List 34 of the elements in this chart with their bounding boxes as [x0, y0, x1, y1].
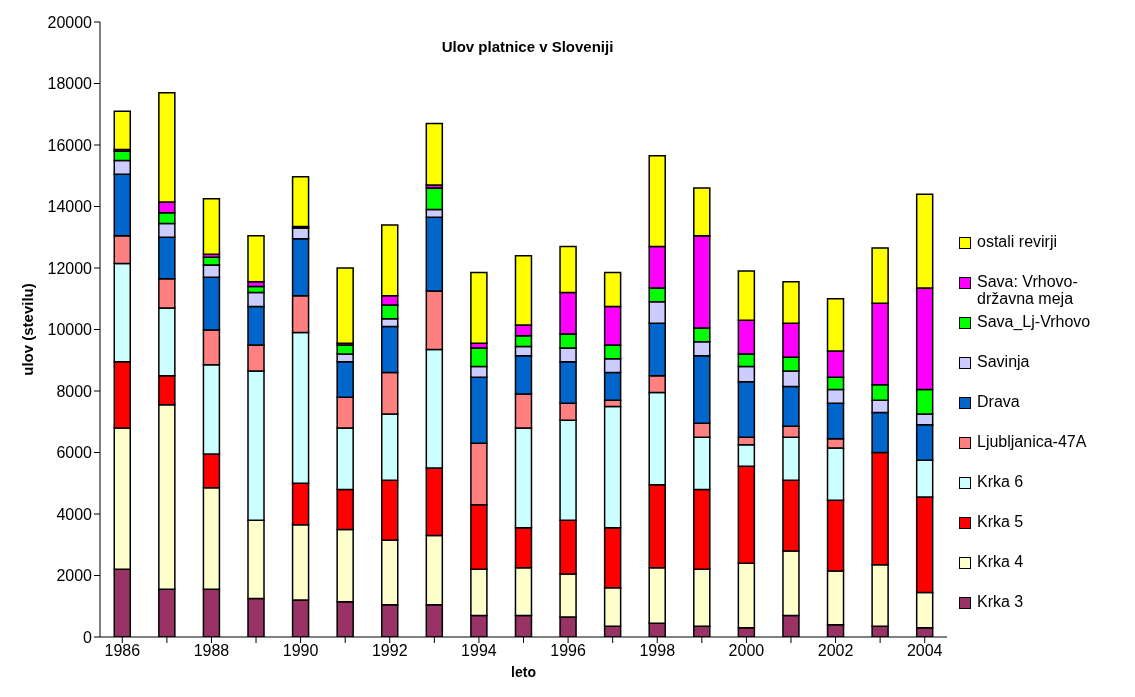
y-tick-label: 0 — [83, 628, 93, 646]
y-tick-label: 2000 — [56, 567, 93, 585]
y-tick-label: 8000 — [56, 382, 93, 400]
x-tick-label: 1998 — [639, 642, 676, 660]
y-tick-label: 12000 — [47, 259, 93, 277]
x-tick-label: 2004 — [906, 642, 943, 660]
y-tick-label: 10000 — [47, 321, 93, 339]
x-tick-label: 1990 — [282, 642, 319, 660]
y-tick-label: 18000 — [47, 75, 93, 93]
y-tick-label: 4000 — [56, 505, 93, 523]
legend-label: Sava: Vrhovo-državna meja — [977, 273, 1079, 307]
y-tick-label: 6000 — [56, 444, 93, 462]
text: Ulov platnice v Sloveniji — [440, 38, 615, 55]
legend-label: Krka 5 — [977, 513, 1024, 530]
x-axis-title: leto — [511, 663, 536, 680]
y-tick-label: 14000 — [47, 198, 93, 216]
legend-label: Sava_Lj-Vrhovo — [977, 313, 1091, 330]
legend-label: Savinja — [977, 353, 1030, 370]
legend-label: Krka 6 — [977, 473, 1024, 490]
y-tick-label: 16000 — [47, 136, 93, 154]
x-tick-label: 2000 — [728, 642, 765, 660]
y-tick-label: 20000 — [47, 13, 93, 31]
legend-label: Krka 4 — [977, 553, 1024, 570]
x-tick-label: 1992 — [371, 642, 408, 660]
x-tick-label: 2002 — [817, 642, 854, 660]
x-tick-label: 1988 — [193, 642, 230, 660]
legend-label: ostali revirji — [977, 233, 1058, 250]
x-tick-label: 1996 — [550, 642, 586, 660]
x-tick-label: 1994 — [461, 642, 497, 660]
x-tick-label: 1986 — [104, 642, 141, 660]
y-axis-title: ulov (stevilu) — [19, 283, 37, 376]
legend-label: Drava — [977, 393, 1020, 410]
legend-label: Krka 3 — [977, 593, 1024, 610]
legend-label: Ljubljanica-47A — [977, 433, 1087, 450]
